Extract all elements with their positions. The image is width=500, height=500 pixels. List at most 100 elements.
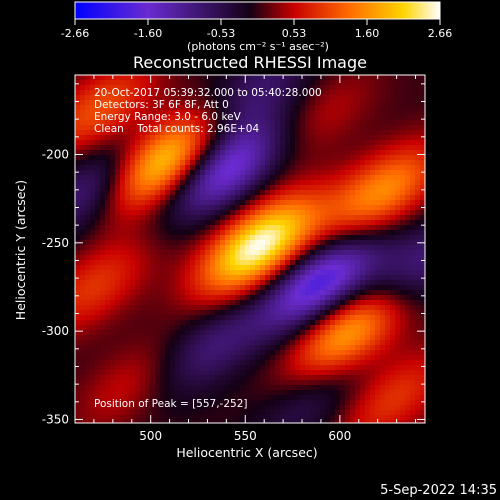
heatmap-cell <box>370 125 376 131</box>
heatmap-cell <box>280 405 286 411</box>
heatmap-cell <box>225 240 231 246</box>
heatmap-cell <box>155 265 161 271</box>
heatmap-cell <box>125 380 131 386</box>
heatmap-cell <box>100 405 106 411</box>
heatmap-cell <box>270 160 276 166</box>
heatmap-cell <box>235 275 241 281</box>
heatmap-cell <box>195 335 201 341</box>
heatmap-cell <box>215 405 221 411</box>
heatmap-cell <box>230 275 236 281</box>
heatmap-cell <box>185 240 191 246</box>
heatmap-cell <box>290 160 296 166</box>
heatmap-cell <box>210 235 216 241</box>
heatmap-cell <box>405 300 411 306</box>
heatmap-cell <box>155 275 161 281</box>
heatmap-cell <box>120 280 126 286</box>
heatmap-cell <box>290 275 296 281</box>
heatmap-cell <box>155 315 161 321</box>
heatmap-cell <box>385 365 391 371</box>
heatmap-cell <box>250 135 256 141</box>
heatmap-cell <box>150 85 156 91</box>
heatmap-cell <box>195 240 201 246</box>
heatmap-cell <box>175 220 181 226</box>
heatmap-cell <box>200 270 206 276</box>
heatmap-cell <box>130 390 136 396</box>
heatmap-cell <box>215 130 221 136</box>
heatmap-cell <box>395 405 401 411</box>
heatmap-cell <box>200 385 206 391</box>
heatmap-cell <box>195 275 201 281</box>
heatmap-cell <box>375 390 381 396</box>
heatmap-cell <box>315 160 321 166</box>
heatmap-cell <box>160 415 166 421</box>
heatmap-cell <box>205 235 211 241</box>
heatmap-cell <box>155 345 161 351</box>
heatmap-cell <box>285 285 291 291</box>
heatmap-cell <box>160 260 166 266</box>
heatmap-cell <box>140 315 146 321</box>
heatmap-cell <box>260 270 266 276</box>
heatmap-cell <box>275 130 281 136</box>
heatmap-cell <box>250 185 256 191</box>
heatmap-cell <box>270 120 276 126</box>
heatmap-cell <box>420 355 425 361</box>
heatmap-cell <box>270 75 276 81</box>
heatmap-cell <box>320 325 326 331</box>
heatmap-cell <box>120 80 126 86</box>
heatmap-cell <box>235 215 241 221</box>
heatmap-cell <box>260 295 266 301</box>
heatmap-cell <box>105 190 111 196</box>
heatmap-cell <box>265 330 271 336</box>
heatmap-cell <box>240 180 246 186</box>
heatmap-cell <box>190 360 196 366</box>
heatmap-cell <box>190 400 196 406</box>
heatmap-cell <box>85 410 91 416</box>
heatmap-cell <box>180 80 186 86</box>
heatmap-cell <box>410 225 416 231</box>
heatmap-cell <box>310 390 316 396</box>
heatmap-cell <box>410 210 416 216</box>
heatmap-cell <box>220 170 226 176</box>
heatmap-cell <box>185 140 191 146</box>
heatmap-cell <box>205 320 211 326</box>
heatmap-cell <box>240 80 246 86</box>
heatmap-cell <box>365 260 371 266</box>
heatmap-cell <box>225 150 231 156</box>
heatmap-cell <box>360 210 366 216</box>
heatmap-cell <box>420 145 425 151</box>
heatmap-cell <box>295 110 301 116</box>
heatmap-cell <box>305 280 311 286</box>
heatmap-cell <box>320 275 326 281</box>
heatmap-cell <box>175 280 181 286</box>
heatmap-cell <box>270 105 276 111</box>
heatmap-cell <box>115 235 121 241</box>
heatmap-cell <box>340 105 346 111</box>
heatmap-cell <box>245 235 251 241</box>
heatmap-cell <box>255 115 261 121</box>
heatmap-cell <box>130 290 136 296</box>
heatmap-cell <box>185 105 191 111</box>
heatmap-cell <box>185 365 191 371</box>
heatmap-cell <box>85 90 91 96</box>
heatmap-cell <box>335 370 341 376</box>
heatmap-cell <box>150 350 156 356</box>
heatmap-cell <box>195 395 201 401</box>
heatmap-cell <box>330 355 336 361</box>
heatmap-cell <box>250 115 256 121</box>
heatmap-cell <box>410 310 416 316</box>
heatmap-cell <box>165 315 171 321</box>
heatmap-cell <box>295 250 301 256</box>
heatmap-cell <box>345 110 351 116</box>
heatmap-cell <box>130 305 136 311</box>
heatmap-cell <box>415 80 421 86</box>
heatmap-cell <box>150 370 156 376</box>
heatmap-cell <box>250 85 256 91</box>
heatmap-cell <box>90 315 96 321</box>
heatmap-cell <box>115 400 121 406</box>
heatmap-cell <box>190 410 196 416</box>
heatmap-cell <box>100 355 106 361</box>
heatmap-cell <box>275 155 281 161</box>
heatmap-cell <box>220 370 226 376</box>
heatmap-cell <box>155 295 161 301</box>
heatmap-cell <box>140 275 146 281</box>
